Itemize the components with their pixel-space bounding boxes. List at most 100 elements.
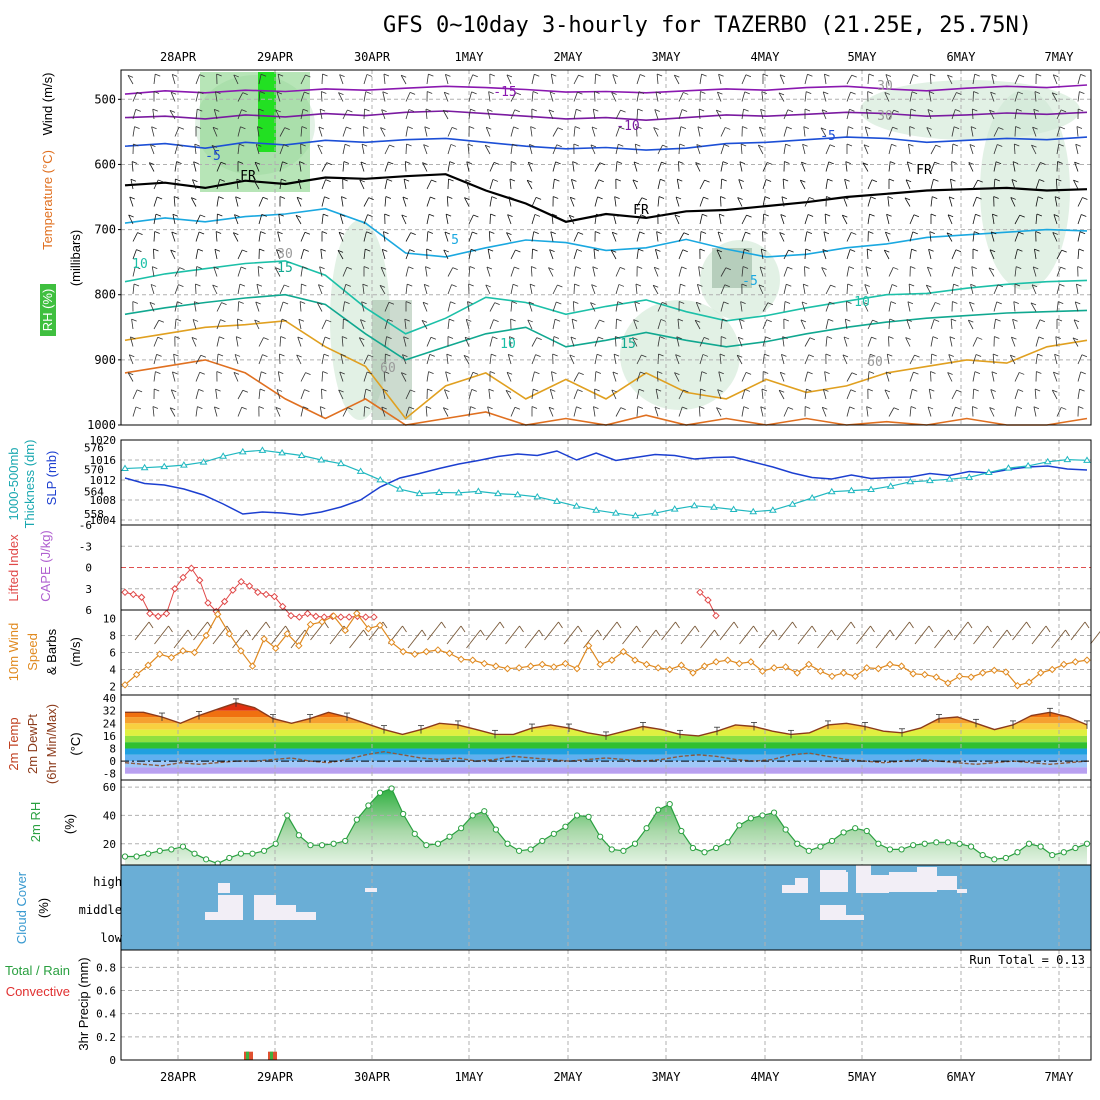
wind-barb — [383, 371, 386, 382]
wind-barb-flag — [717, 91, 723, 95]
wind-speed-line — [124, 612, 1088, 687]
wind-barb-flag — [825, 353, 831, 357]
wind-barb — [380, 267, 386, 277]
ylabel-2m-dewpt: 2m DewPt — [25, 714, 40, 774]
wind-barb-flag — [487, 406, 493, 410]
rh-marker — [330, 840, 337, 847]
wind-barb — [867, 354, 871, 365]
ylabel-wind-unit: (m/s) — [68, 637, 83, 667]
date-label-top: 7MAY — [1045, 50, 1075, 64]
wind-barb-flag — [548, 267, 554, 270]
wind-barb — [1056, 126, 1061, 137]
wind-barb-flag — [1031, 284, 1038, 288]
wind-speed-marker — [271, 644, 280, 652]
wind-barb — [530, 266, 533, 277]
surface-barb-flag — [694, 625, 700, 633]
wind-barb — [741, 389, 746, 400]
wind-barb-flag — [237, 318, 243, 322]
wind-barb-flag — [679, 143, 685, 147]
wind-barb — [363, 371, 368, 382]
wind-speed-marker — [341, 626, 349, 635]
wind-barb — [657, 319, 662, 330]
wind-barb — [825, 284, 831, 295]
wind-barb-flag — [1080, 371, 1086, 375]
wind-barb-flag — [490, 213, 496, 217]
wind-barb — [906, 161, 911, 172]
wind-barb — [276, 91, 281, 102]
wind-barb-flag — [346, 266, 353, 270]
wind-barb-flag — [849, 406, 855, 410]
wind-barb-flag — [277, 231, 283, 235]
wind-barb — [169, 110, 176, 120]
wind-barb — [569, 354, 575, 365]
wind-barb-flag — [1014, 283, 1021, 287]
wind-barb — [363, 214, 368, 225]
wind-barb-flag — [385, 353, 391, 357]
wind-barb-flag — [848, 126, 854, 129]
wind-barb — [211, 145, 218, 155]
wind-barb-flag — [154, 231, 160, 234]
wind-barb — [300, 109, 304, 120]
wind-barb — [505, 390, 512, 400]
wind-barb — [132, 389, 138, 400]
ylabel-thickness-range: 1000-500mb — [6, 448, 21, 521]
wind-barb-flag — [305, 372, 311, 375]
wind-barb — [130, 336, 134, 347]
wind-barb-flag — [155, 371, 161, 374]
wind-barb — [1034, 249, 1037, 260]
wind-barb-flag — [1010, 197, 1016, 200]
wind-barb — [591, 126, 596, 137]
wind-barb — [1014, 109, 1018, 120]
surface-barb-flag — [714, 629, 719, 637]
wind-barb — [531, 389, 534, 400]
wind-barb — [363, 74, 368, 85]
wind-barb — [656, 231, 659, 242]
surface-barb — [758, 629, 774, 649]
wind-barb — [866, 109, 869, 120]
thickness-marker — [611, 509, 620, 516]
wind-barb — [950, 179, 953, 190]
wind-barb — [339, 214, 344, 225]
wind-speed-marker — [793, 669, 801, 677]
wind-barb — [824, 371, 827, 382]
wind-barb — [1077, 197, 1083, 207]
wind-barb — [132, 126, 135, 137]
wind-barb-flag — [716, 407, 722, 410]
wind-barb — [1076, 284, 1079, 295]
wind-barb — [888, 284, 893, 295]
wind-barb — [170, 92, 176, 102]
wind-speed-marker — [666, 665, 674, 674]
wind-barb-flag — [740, 143, 747, 147]
wind-speed-marker — [1002, 668, 1010, 676]
thickness-marker — [788, 500, 797, 507]
wind-barb-flag — [261, 371, 267, 375]
wind-barb-flag — [135, 109, 141, 112]
wind-barb-flag — [368, 197, 374, 201]
slp-tick: 1004 — [90, 514, 117, 527]
li-marker — [337, 613, 345, 621]
wind-barb-flag — [1053, 74, 1059, 78]
wind-barb-flag — [551, 73, 557, 77]
wind-barb — [888, 267, 894, 277]
wind-barb — [653, 267, 659, 277]
wind-barb-flag — [740, 301, 746, 304]
wind-barb-flag — [465, 179, 471, 182]
wind-barb — [279, 353, 281, 365]
wind-barb — [909, 109, 912, 120]
wind-barb-flag — [1034, 388, 1041, 392]
surface-barb-flag — [324, 621, 329, 629]
thickness-marker — [1004, 464, 1013, 471]
wind-barb-flag — [572, 161, 578, 164]
wind-barb-flag — [842, 354, 849, 358]
wind-barb — [804, 389, 807, 400]
wind-barb-flag — [1016, 266, 1022, 269]
wind-barb — [783, 266, 788, 277]
thickness-marker — [965, 473, 974, 480]
wind-barb-flag — [1059, 126, 1066, 130]
rh-marker — [249, 850, 256, 857]
wind-barb — [384, 179, 388, 190]
wind-barb-flag — [401, 214, 407, 218]
wind-barb-flag — [242, 249, 248, 253]
date-label-bottom: 30APR — [354, 1070, 391, 1084]
wind-barb — [421, 320, 428, 330]
